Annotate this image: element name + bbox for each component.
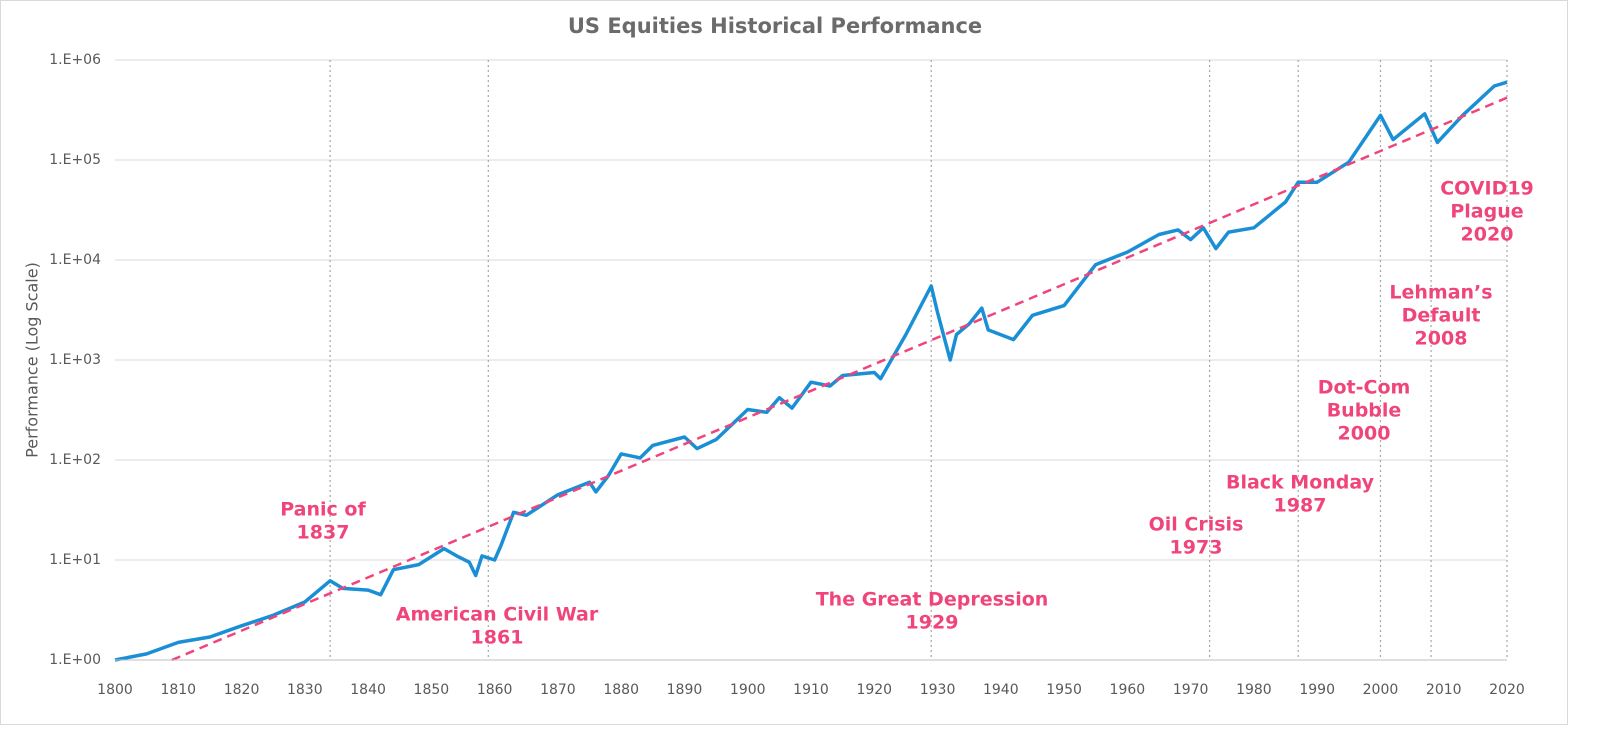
x-tick-label: 1820 [224,682,260,698]
event-label: Black Monday [1226,472,1375,494]
x-tick-label: 2020 [1489,682,1525,698]
event-label: Panic of [280,499,366,521]
y-tick-label: 1.E+05 [49,152,101,168]
event-label: American Civil War [396,604,599,626]
y-axis-title: Performance (Log Scale) [23,262,42,458]
y-tick-label: 1.E+01 [49,552,101,568]
event-label: Default [1402,305,1481,327]
chart-frame [0,0,1568,725]
x-tick-label: 1980 [1236,682,1272,698]
x-tick-label: 1910 [793,682,829,698]
event-label: 2020 [1461,224,1514,246]
x-tick-label: 1880 [603,682,639,698]
x-tick-label: 1890 [667,682,703,698]
event-label: Bubble [1327,400,1402,422]
event-label: The Great Depression [816,589,1049,611]
chart-title: US Equities Historical Performance [568,14,982,38]
x-tick-label: 1830 [287,682,323,698]
y-tick-label: 1.E+02 [49,452,101,468]
x-tick-label: 1800 [97,682,133,698]
y-tick-label: 1.E+04 [49,252,101,268]
event-label: COVID19 [1440,178,1534,200]
x-tick-label: 1860 [477,682,513,698]
event-label: 2008 [1415,328,1468,350]
x-tick-label: 1940 [983,682,1019,698]
y-tick-label: 1.E+00 [49,652,101,668]
x-tick-label: 1900 [730,682,766,698]
x-tick-label: 1970 [1173,682,1209,698]
event-label: Lehman’s [1389,282,1492,304]
x-tick-label: 1870 [540,682,576,698]
event-label: Oil Crisis [1149,514,1244,536]
event-label: 1973 [1170,537,1223,559]
y-tick-label: 1.E+06 [49,52,101,68]
x-tick-label: 1960 [1110,682,1146,698]
event-label: 1987 [1274,495,1327,517]
x-tick-label: 1930 [920,682,956,698]
x-tick-label: 1990 [1299,682,1335,698]
event-label: Plague [1450,201,1523,223]
y-tick-label: 1.E+03 [49,352,101,368]
x-tick-label: 1920 [856,682,892,698]
event-label: 1837 [297,522,350,544]
event-label: 1861 [471,627,524,649]
x-tick-label: 1950 [1046,682,1082,698]
x-tick-label: 1810 [160,682,196,698]
event-label: Dot-Com [1318,377,1411,399]
event-label: 2000 [1338,423,1391,445]
x-tick-label: 2010 [1426,682,1462,698]
trend-line [171,96,1508,662]
event-label: 1929 [906,612,959,634]
x-tick-label: 1850 [414,682,450,698]
x-tick-label: 1840 [350,682,386,698]
x-tick-label: 2000 [1363,682,1399,698]
